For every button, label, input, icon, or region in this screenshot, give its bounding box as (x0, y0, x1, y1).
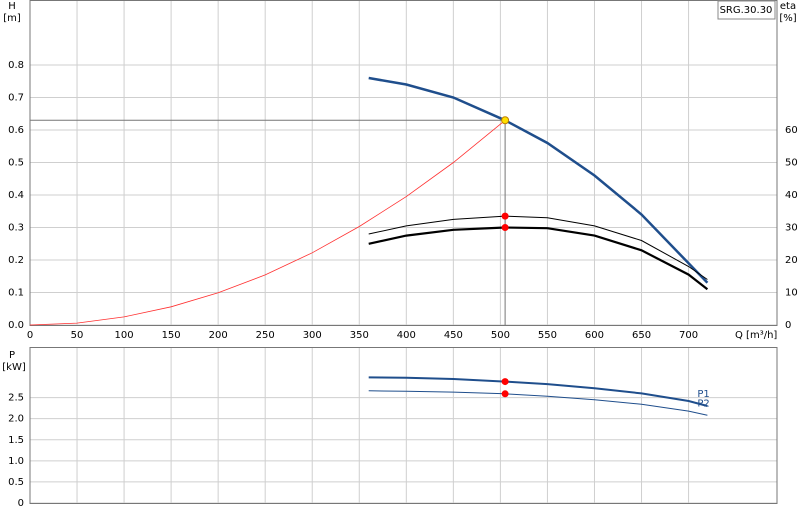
x-tick-label: 700 (679, 330, 698, 341)
x-tick-label: 50 (71, 330, 84, 341)
series-label: P1 (697, 389, 709, 400)
y-tick-label: 0.2 (8, 255, 24, 266)
y2-tick-label: 0 (785, 320, 791, 331)
y-tick-label: 1.5 (8, 435, 24, 446)
x-tick-label: 0 (27, 330, 33, 341)
x-tick-label: 200 (209, 330, 228, 341)
x-tick-label: 250 (256, 330, 275, 341)
y-tick-label: 0.5 (8, 158, 24, 169)
y-tick-label: 0.8 (8, 60, 24, 71)
operating-point (501, 224, 509, 231)
y-unit: [m] (3, 13, 21, 24)
operating-point (501, 390, 509, 398)
x-label: Q [m³/h] (735, 330, 777, 341)
x-tick-label: 150 (162, 330, 181, 341)
y-tick-label: 0 (18, 498, 24, 509)
y2-tick-label: 40 (785, 190, 798, 201)
y-tick-label: 0.0 (8, 320, 24, 331)
series-line (368, 390, 708, 416)
x-tick-label: 300 (303, 330, 322, 341)
chart-title: SRG.30.30 (720, 5, 773, 16)
y-label: P (9, 350, 15, 361)
y-tick-label: 0.5 (8, 477, 24, 488)
y2-tick-label: 60 (785, 125, 798, 136)
x-tick-label: 450 (444, 330, 463, 341)
x-tick-label: 650 (632, 330, 651, 341)
y2-unit: [%] (779, 13, 796, 24)
y-tick-label: 0.1 (8, 288, 24, 299)
y-tick-label: 2.0 (8, 414, 24, 425)
y-tick-label: 0.3 (8, 223, 24, 234)
series-line (368, 376, 708, 407)
series-line (368, 226, 709, 291)
x-tick-label: 500 (491, 330, 510, 341)
x-tick-label: 100 (115, 330, 134, 341)
y-tick-label: 0.4 (8, 190, 24, 201)
series-line (29, 119, 506, 326)
plot-frame (29, 347, 778, 504)
series-line (368, 76, 709, 284)
y2-tick-label: 30 (785, 223, 798, 234)
series-label: P2 (697, 398, 709, 409)
x-tick-label: 350 (350, 330, 369, 341)
y-tick-label: 0.6 (8, 125, 24, 136)
x-tick-label: 400 (397, 330, 416, 341)
operating-point (501, 116, 510, 125)
y-tick-label: 0.7 (8, 93, 24, 104)
plot-frame (29, 0, 778, 326)
y-unit: [kW] (2, 362, 26, 373)
operating-point (501, 378, 509, 386)
x-tick-label: 600 (585, 330, 604, 341)
title-box (717, 0, 776, 20)
y-label: H (8, 1, 16, 12)
y-tick-label: 2.5 (8, 393, 24, 404)
y2-tick-label: 10 (785, 288, 798, 299)
x-tick-label: 550 (538, 330, 557, 341)
y2-tick-label: 50 (785, 158, 798, 169)
y-tick-label: 1.0 (8, 456, 24, 467)
series-line (368, 215, 708, 280)
y2-label: eta (780, 1, 796, 12)
operating-point (501, 212, 509, 220)
plot-area (30, 347, 777, 503)
y2-tick-label: 20 (785, 255, 798, 266)
